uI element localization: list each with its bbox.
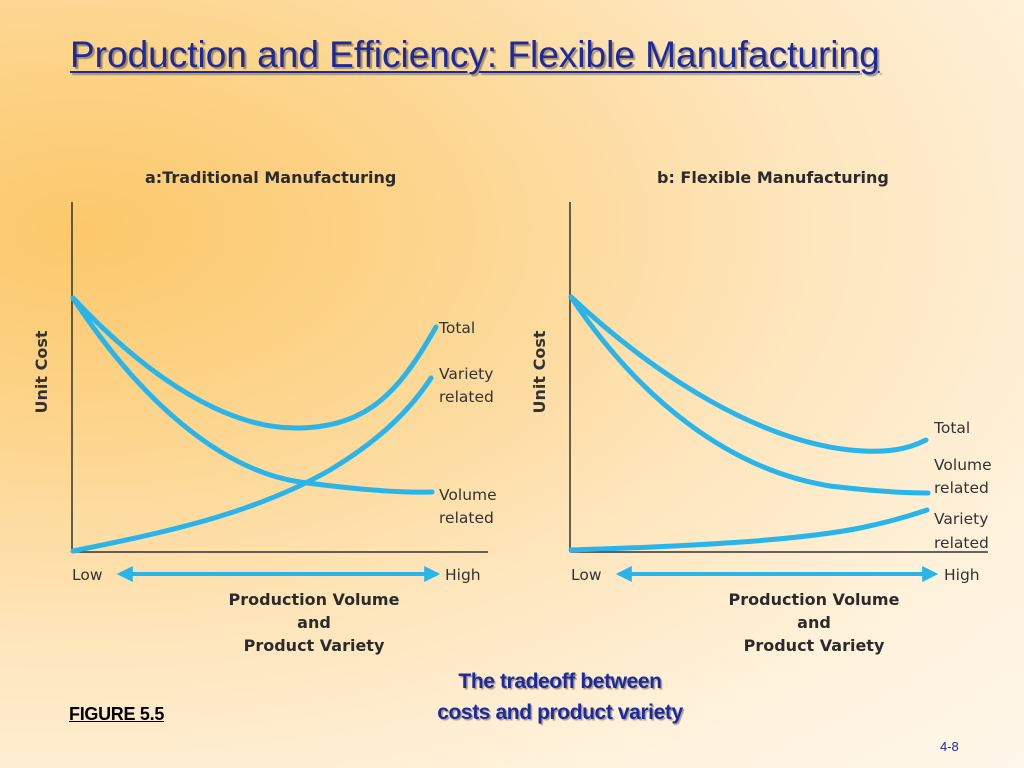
- panel-b-low-label: Low: [571, 566, 602, 584]
- panel-b-variety-label-line1: Variety: [934, 510, 988, 528]
- panel-b-volume-related-curve: [568, 294, 931, 496]
- panel-b-variety-related-curve: [568, 507, 930, 553]
- panel-a-y-axis-label: Unit Cost: [32, 330, 51, 413]
- panel-a-variety-related-curve: [70, 375, 434, 554]
- panel-a-x-axis-label: Production Volume and Product Variety: [184, 588, 444, 657]
- panel-a-volume-label-line1: Volume: [439, 486, 497, 504]
- panel-b-x-axis-label: Production Volume and Product Variety: [684, 588, 944, 657]
- caption-line-2: costs and product variety: [437, 701, 683, 724]
- panel-a-total-curve: [70, 295, 439, 431]
- panel-b-high-label: High: [944, 566, 980, 584]
- caption-line-1: The tradeoff between: [458, 670, 662, 693]
- panel-b-variety-label-line2: related: [934, 534, 989, 552]
- panel-b-y-axis-label: Unit Cost: [530, 330, 549, 413]
- panel-b-title: b: Flexible Manufacturing: [657, 168, 889, 187]
- panel-a-x-label-line1: Production Volume: [228, 590, 400, 609]
- panel-a: Unit Cost Total Variety related Volume r…: [32, 202, 497, 584]
- panel-a-low-label: Low: [72, 566, 103, 584]
- panel-a-x-label-line3: Product Variety: [243, 636, 385, 655]
- panel-b: Unit Cost Total Volume related Variety r…: [530, 202, 992, 584]
- panel-b-total-curve: [568, 294, 929, 454]
- panel-a-total-label: Total: [438, 319, 475, 337]
- panel-b-x-label-line3: Product Variety: [743, 636, 885, 655]
- panel-b-volume-label-line1: Volume: [934, 456, 992, 474]
- panel-a-volume-label-line2: related: [439, 509, 494, 527]
- page-number: 4-8: [940, 739, 959, 754]
- panel-a-high-label: High: [445, 566, 481, 584]
- panel-b-x-label-line2: and: [797, 613, 831, 632]
- panel-a-variety-label-line1: Variety: [439, 365, 493, 383]
- figure-caption: The tradeoff between costs and product v…: [400, 666, 720, 728]
- panel-b-volume-label-line2: related: [934, 479, 989, 497]
- panel-b-total-label: Total: [933, 419, 970, 437]
- panel-a-title: a:Traditional Manufacturing: [145, 168, 397, 187]
- panel-a-volume-related-curve: [70, 295, 435, 495]
- panel-b-x-label-line1: Production Volume: [728, 590, 900, 609]
- slide-title: Production and Efficiency: Flexible Manu…: [70, 34, 880, 75]
- panel-a-variety-label-line2: related: [439, 388, 494, 406]
- figure-label: FIGURE 5.5: [69, 704, 165, 724]
- panel-a-x-label-line2: and: [297, 613, 331, 632]
